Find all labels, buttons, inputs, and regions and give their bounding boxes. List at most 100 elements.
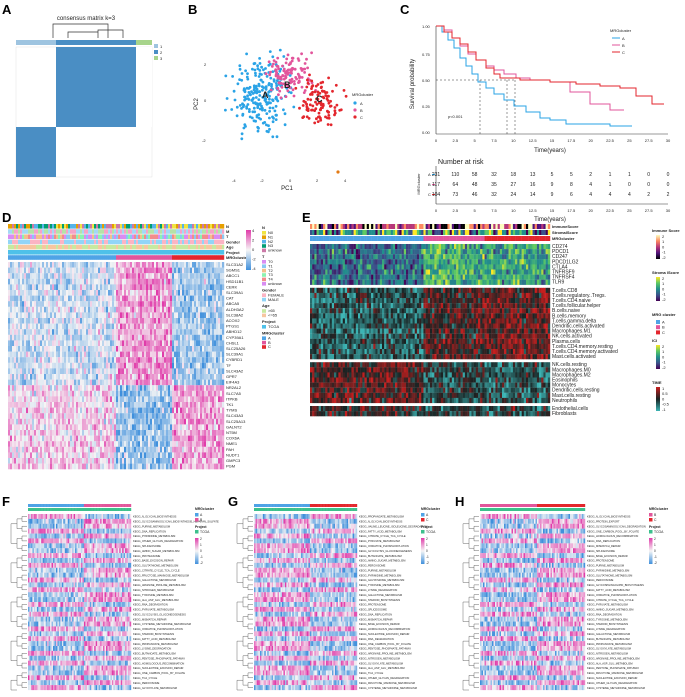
risk-cell: 5	[570, 172, 573, 178]
gsva-legend-item: TCGA	[654, 530, 664, 534]
gsva-legend-title: Project	[421, 525, 433, 529]
km-xtick: 20	[588, 138, 593, 143]
pca-point-c	[308, 103, 312, 107]
gsva-row-label: KEGG_BUTANOATE_METABOLISM	[587, 637, 630, 641]
gsva-colorbar-tick: -1	[654, 555, 657, 559]
gsva-dendrogram	[236, 516, 253, 691]
pca-point-c	[327, 76, 330, 80]
d-colorbar-tick: -2	[252, 257, 256, 262]
gsva-colorbar-tick: 0	[426, 549, 428, 553]
d-gene-label: SLC39A1	[226, 352, 244, 357]
e-colorbar-tick: -2	[662, 297, 666, 302]
pca-xlabel: PC1	[281, 186, 293, 192]
panel-label-f: F	[2, 494, 10, 509]
pca-point-a	[252, 62, 256, 66]
km-xtick: 10	[511, 138, 516, 143]
pca-point-a	[245, 52, 248, 56]
pca-point-c	[315, 103, 319, 106]
pca-point-b	[268, 73, 272, 77]
risk-cell: 48	[472, 182, 478, 188]
e-cell-label: T.cells.regulatory..Tregs.	[552, 293, 606, 299]
km-pvalue: p<0.001	[448, 114, 463, 119]
gsva-colorbar	[421, 538, 425, 564]
pca-point-a	[265, 123, 268, 127]
gsva-row-label: KEGG_OTHER_GLYCAN_DEGRADATION	[359, 676, 409, 680]
pca-point-a	[274, 118, 278, 121]
pca-point-c	[325, 97, 329, 101]
gsva-row-label: KEGG_CYSTEINE_METHIONINE_METABOLISM	[359, 686, 417, 690]
panel-label-h: H	[455, 494, 465, 509]
d-legend-title: Age	[262, 303, 270, 308]
gsva-row-label: KEGG_SPLICEOSOME	[359, 608, 387, 612]
gsva-row-label: KEGG_MISMATCH_REPAIR	[587, 544, 621, 548]
gsva-row-label: KEGG_PENTOSE_PHOSPHATE_PATHWAY	[359, 647, 411, 651]
pca-point-c	[342, 89, 346, 92]
d-gene-label: NR2AL2	[226, 385, 242, 390]
gsva-row-label: KEGG_ALA_ASP_GLU_METABOLISM	[587, 661, 633, 665]
d-gene-labels: SLC31A2SGMS1ABCC1HSD11B1CERKSLC39A1CATAB…	[226, 262, 246, 469]
pca-point-c	[306, 109, 310, 112]
pca-point-a	[262, 68, 265, 72]
risk-cell: 4	[628, 192, 631, 198]
risk-cell: 9	[551, 192, 554, 198]
e-cell-label: NK.cells.resting	[552, 362, 587, 368]
pca-point-a	[256, 129, 260, 133]
gsva-row-label: KEGG_DNA_REPLICATION	[359, 612, 392, 616]
gsva-row-label: KEGG_FATTY_ACID_METABOLISM	[359, 529, 402, 533]
pca-point-a	[243, 95, 247, 99]
km-x-ticks: 0 2.5 5 7.5 10 12.5 15 17.5 20 22.5 25 27.5 30	[435, 138, 671, 143]
d-gene-label: TF	[226, 363, 231, 368]
pca-point-b	[284, 61, 288, 65]
pca-point-a	[268, 97, 271, 101]
d-gene-label: CYP39A1	[226, 335, 244, 340]
panel-a-consensus-matrix: consensus matrix k=3 1 2 3	[15, 16, 163, 178]
km-ytick: 0.25	[422, 104, 431, 109]
gsva-row-label: KEGG_TYROSINE_METABOLISM	[359, 583, 399, 587]
pca-point-c	[327, 110, 330, 114]
gsva-row-label: KEGG_GLYCOLYSIS_GLUCONEOGENESIS	[133, 612, 186, 616]
d-legend-item: unknow	[268, 281, 282, 286]
risk-cell: 46	[472, 192, 478, 198]
risk-cell: 104	[432, 192, 441, 198]
d-legend-item: >65	[268, 308, 276, 313]
pca-point-b	[276, 65, 280, 68]
pca-point-a	[261, 80, 265, 84]
gsva-row-label: KEGG_DNA_REPLICATION	[587, 539, 620, 543]
panel-label-e: E	[302, 210, 311, 225]
d-legend-item: unknow	[268, 248, 282, 253]
gsva-row-label: KEGG_PYRUVATE_METABOLISM	[359, 539, 400, 543]
pca-point-b	[290, 56, 294, 60]
km-curve-c	[436, 25, 664, 105]
pca-point-c	[329, 123, 333, 127]
pca-point-a	[282, 55, 286, 58]
pca-point-a	[274, 113, 278, 117]
e-cell-label: NK.cells.activated	[552, 334, 592, 340]
pca-point-c	[331, 89, 334, 93]
gsva-row-label: KEGG_STEROID_BIOSYNTHESIS	[587, 622, 628, 626]
risk-cell: 117	[432, 182, 440, 188]
consensus-title: consensus matrix k=3	[57, 16, 116, 22]
pca-point-b	[289, 62, 292, 66]
pca-point-a	[258, 57, 261, 60]
pca-point-a	[253, 68, 257, 72]
d-gene-label: ABCC1	[226, 273, 240, 278]
pca-point-c	[313, 90, 317, 94]
cluster-label-a: A	[262, 90, 269, 100]
pca-point-b	[293, 67, 297, 71]
km-curve-b	[436, 25, 624, 111]
risk-xtick: 7.5	[491, 208, 497, 213]
pca-point-c	[320, 85, 323, 89]
gsva-legend-item: C	[654, 518, 657, 522]
gsva-legend-item: B	[200, 518, 203, 522]
gsva-row-label: KEGG_BUTANOATE_METABOLISM	[133, 652, 176, 656]
pca-point-b	[305, 57, 308, 61]
pca-point-a	[273, 109, 277, 113]
pca-legend: MRGcluster A B C	[352, 92, 374, 120]
e-checkpoint-label: CD247	[552, 254, 568, 260]
e-colorbar-tick: 1	[662, 281, 665, 286]
gsva-row-label: KEGG_BASE_EXCISION_REPAIR	[359, 622, 400, 626]
pca-point-a	[224, 108, 227, 112]
pca-point-a	[268, 116, 271, 120]
legend-a-2: 2	[160, 50, 163, 55]
pca-point-c	[309, 98, 313, 102]
